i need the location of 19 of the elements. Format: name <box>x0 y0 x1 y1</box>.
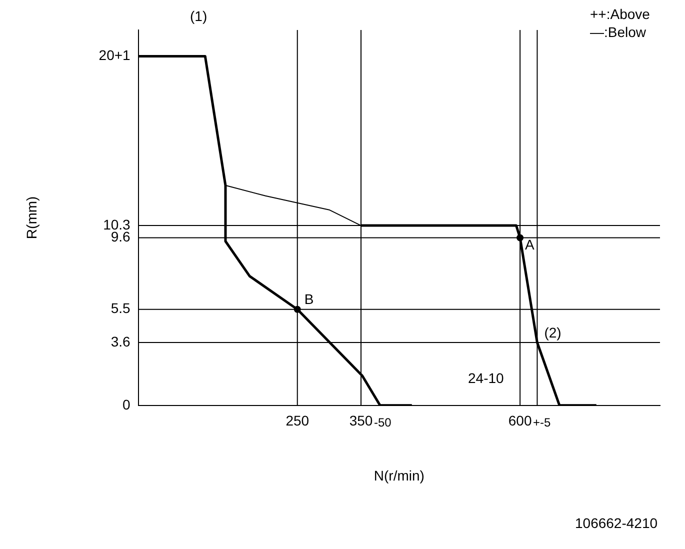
x-tick-label: 600 <box>508 412 532 429</box>
annotation: 24-10 <box>468 370 504 386</box>
x-axis-title: N(r/min) <box>374 467 424 484</box>
y-tick-label: 0 <box>122 396 131 412</box>
annotation: -50 <box>374 416 392 430</box>
annotation: (2) <box>544 324 562 340</box>
x-tick-label: 350 <box>349 412 373 429</box>
y-tick-label: 20+1 <box>98 47 131 64</box>
annotation: B <box>304 291 314 308</box>
y-tick-label: 3.6 <box>110 333 131 350</box>
text: ++:Above <box>590 6 650 22</box>
y-tick-label: 5.5 <box>110 300 131 316</box>
annotation: +-5 <box>533 416 552 430</box>
annotation: —:Below <box>590 24 646 40</box>
text: 106662-4210 <box>575 515 658 531</box>
text: (1) <box>190 8 208 24</box>
y-axis-title: R(mm) <box>23 196 40 240</box>
annotation: A <box>525 236 536 253</box>
x-tick-label: 250 <box>286 412 310 429</box>
